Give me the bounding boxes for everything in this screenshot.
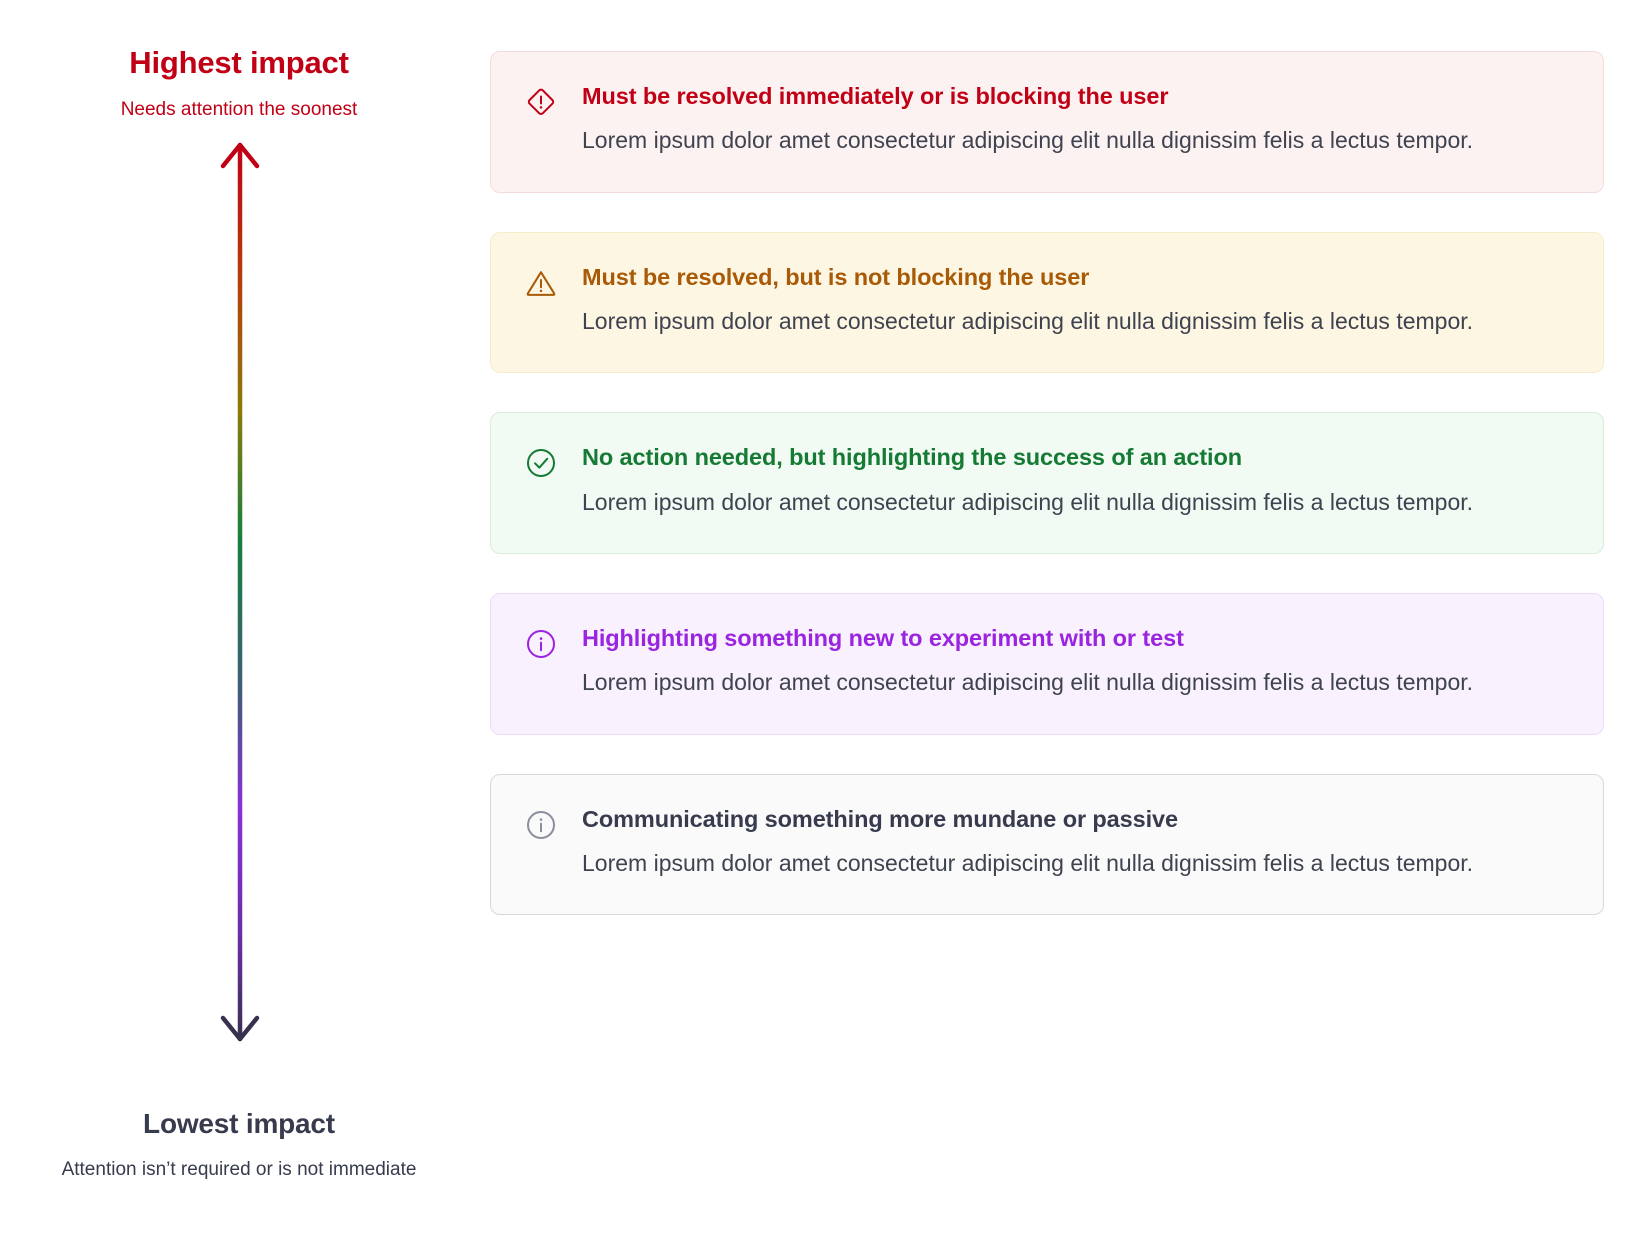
triangle-exclamation-icon (525, 267, 557, 299)
card-description: Lorem ipsum dolor amet consectetur adipi… (582, 127, 1474, 154)
card-body: Must be resolved immediately or is block… (582, 82, 1569, 160)
card-description: Lorem ipsum dolor amet consectetur adipi… (582, 669, 1474, 696)
card-body: Highlighting something new to experiment… (582, 624, 1569, 702)
card-title: No action needed, but highlighting the s… (582, 444, 1242, 471)
lowest-impact-group: Lowest impact Attention isn’t required o… (0, 1107, 478, 1181)
impact-scale: Highest impact Needs attention the soone… (0, 0, 478, 1248)
lowest-impact-label: Lowest impact (143, 1108, 335, 1139)
card-title: Must be resolved immediately or is block… (582, 83, 1169, 109)
severity-card-warning: Must be resolved, but is not blocking th… (490, 231, 1604, 374)
circle-info-icon (525, 628, 557, 660)
card-description: Lorem ipsum dolor amet consectetur adipi… (582, 488, 1474, 515)
card-body: No action needed, but highlighting the s… (582, 443, 1569, 521)
card-title: Must be resolved, but is not blocking th… (582, 263, 1090, 290)
lowest-impact-sublabel: Attention isn’t required or is not immed… (61, 1158, 417, 1180)
severity-card-danger: Must be resolved immediately or is block… (490, 51, 1604, 193)
highest-impact-group: Highest impact Needs attention the soone… (0, 44, 478, 122)
severity-card-list: Must be resolved immediately or is block… (490, 51, 1604, 916)
severity-card-info: Highlighting something new to experiment… (490, 592, 1604, 735)
severity-card-neutral: Communicating something more mundane or … (490, 773, 1604, 916)
card-title: Communicating something more mundane or … (582, 805, 1178, 832)
card-description: Lorem ipsum dolor amet consectetur adipi… (582, 849, 1474, 876)
impact-gradient-arrow (185, 142, 295, 1042)
circle-info-icon (525, 809, 557, 841)
card-description: Lorem ipsum dolor amet consectetur adipi… (582, 308, 1474, 334)
highest-impact-label: Highest impact (129, 45, 349, 80)
card-body: Must be resolved, but is not blocking th… (582, 263, 1569, 341)
diamond-exclamation-icon (525, 86, 557, 118)
card-title: Highlighting something new to experiment… (582, 624, 1184, 651)
circle-check-icon (525, 447, 557, 479)
card-body: Communicating something more mundane or … (582, 805, 1569, 883)
highest-impact-sublabel: Needs attention the soonest (120, 99, 358, 121)
severity-card-success: No action needed, but highlighting the s… (490, 412, 1604, 554)
